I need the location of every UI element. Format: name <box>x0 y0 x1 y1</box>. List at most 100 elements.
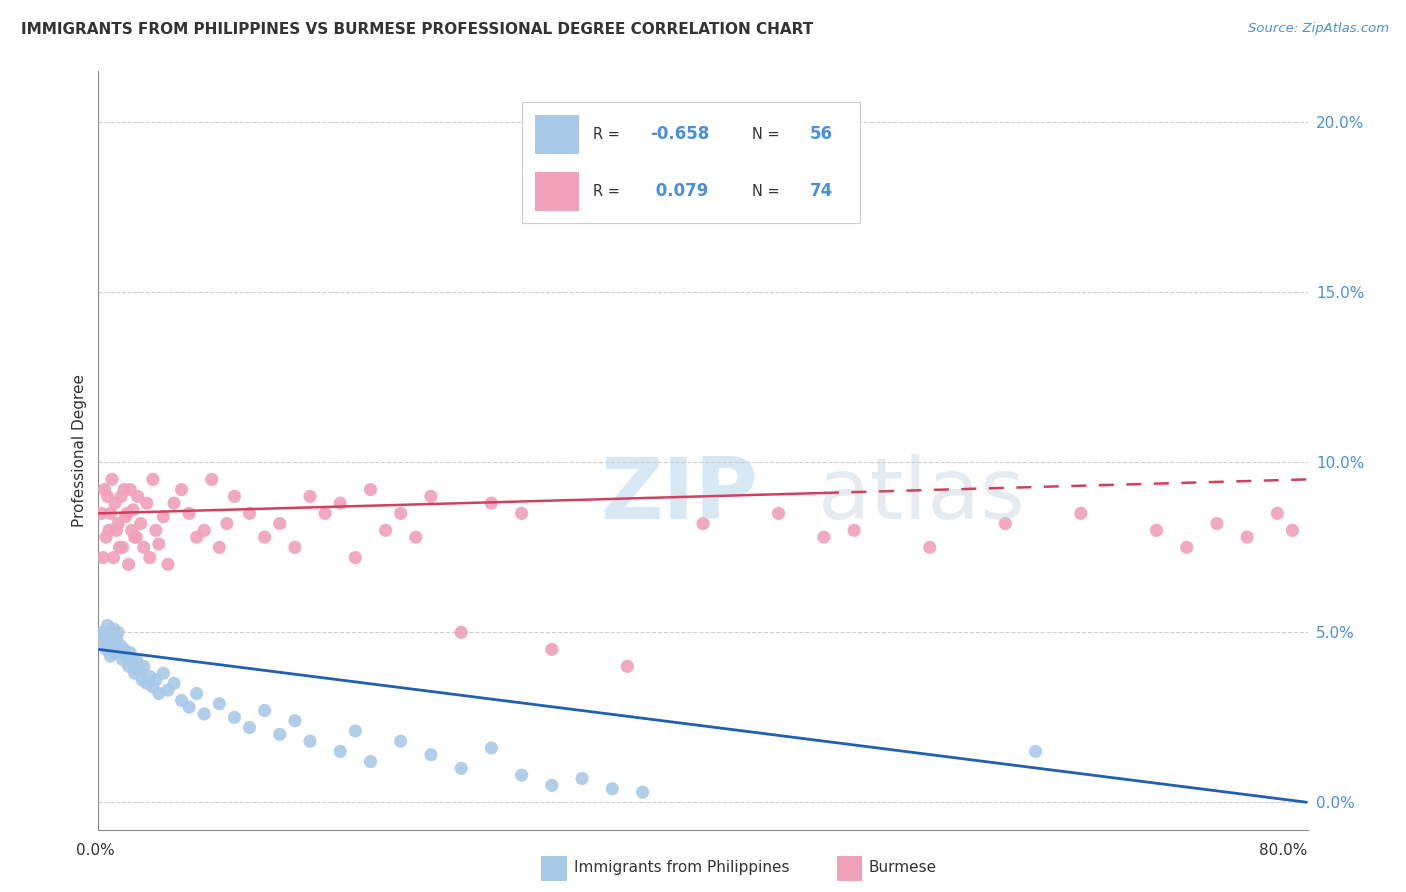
Point <box>90 632 112 647</box>
Point <box>90 507 112 521</box>
Point <box>510 768 533 782</box>
Point <box>1236 530 1258 544</box>
Point <box>193 706 215 721</box>
Point <box>179 507 201 521</box>
Point <box>420 489 443 503</box>
Point <box>1146 524 1168 538</box>
Point <box>145 673 167 687</box>
Point <box>142 472 165 486</box>
Point <box>844 524 866 538</box>
Point <box>163 676 186 690</box>
Point <box>124 666 146 681</box>
Point <box>163 496 186 510</box>
Point <box>201 472 224 486</box>
Point <box>1281 524 1303 538</box>
Point <box>112 642 135 657</box>
Point <box>129 516 152 531</box>
Point <box>170 483 193 497</box>
Point <box>118 558 141 572</box>
Point <box>344 723 367 738</box>
Point <box>107 516 129 531</box>
Point <box>481 741 503 756</box>
Point <box>152 666 174 681</box>
Point <box>360 755 382 769</box>
Point <box>405 530 427 544</box>
Point <box>253 704 276 718</box>
Point <box>100 649 122 664</box>
Point <box>156 558 179 572</box>
Point <box>360 483 382 497</box>
Text: ZIP: ZIP <box>600 454 758 538</box>
Point <box>105 524 128 538</box>
Point <box>135 676 157 690</box>
Point <box>1267 507 1289 521</box>
Point <box>93 639 115 653</box>
Point <box>103 550 125 565</box>
Point <box>110 489 132 503</box>
Point <box>186 530 208 544</box>
Point <box>239 507 262 521</box>
Point <box>142 680 165 694</box>
Point <box>125 652 148 666</box>
Point <box>120 483 142 497</box>
Point <box>239 721 262 735</box>
Point <box>269 727 291 741</box>
Point <box>139 550 162 565</box>
Text: IMMIGRANTS FROM PHILIPPINES VS BURMESE PROFESSIONAL DEGREE CORRELATION CHART: IMMIGRANTS FROM PHILIPPINES VS BURMESE P… <box>21 22 813 37</box>
Point <box>91 550 114 565</box>
Point <box>420 747 443 762</box>
Point <box>179 700 201 714</box>
Point <box>145 524 167 538</box>
Text: 80.0%: 80.0% <box>1260 843 1308 858</box>
Point <box>111 652 134 666</box>
Point <box>120 646 142 660</box>
Point <box>101 472 124 486</box>
Point <box>124 530 146 544</box>
Point <box>1024 744 1046 758</box>
Point <box>284 541 307 555</box>
Point <box>481 496 503 510</box>
Text: 0.0%: 0.0% <box>76 843 114 858</box>
Point <box>91 625 114 640</box>
Text: atlas: atlas <box>818 454 1026 538</box>
Point <box>224 489 246 503</box>
Point <box>314 507 336 521</box>
Point <box>692 516 714 531</box>
Point <box>450 625 472 640</box>
Text: Burmese: Burmese <box>869 860 936 874</box>
Point <box>813 530 835 544</box>
Point <box>918 541 941 555</box>
Point <box>100 507 122 521</box>
Point <box>93 483 115 497</box>
Point <box>540 778 562 792</box>
Point <box>299 734 322 748</box>
Point <box>299 489 322 503</box>
Point <box>208 541 231 555</box>
Point <box>602 781 624 796</box>
Point <box>105 632 128 647</box>
Text: Source: ZipAtlas.com: Source: ZipAtlas.com <box>1249 22 1389 36</box>
Point <box>389 507 412 521</box>
Point <box>193 524 215 538</box>
Point <box>253 530 276 544</box>
Point <box>1175 541 1198 555</box>
Point <box>114 509 136 524</box>
Point <box>114 649 136 664</box>
Point <box>1070 507 1092 521</box>
Point <box>132 659 155 673</box>
Point <box>768 507 790 521</box>
Point <box>125 530 148 544</box>
Point <box>208 697 231 711</box>
Point <box>450 761 472 775</box>
Point <box>112 483 135 497</box>
Point <box>269 516 291 531</box>
Point <box>148 687 170 701</box>
Point <box>121 656 143 670</box>
Point <box>104 646 127 660</box>
Point <box>1206 516 1229 531</box>
Point <box>215 516 238 531</box>
Point <box>510 507 533 521</box>
Point <box>115 507 138 521</box>
Point <box>118 659 141 673</box>
Point <box>284 714 307 728</box>
